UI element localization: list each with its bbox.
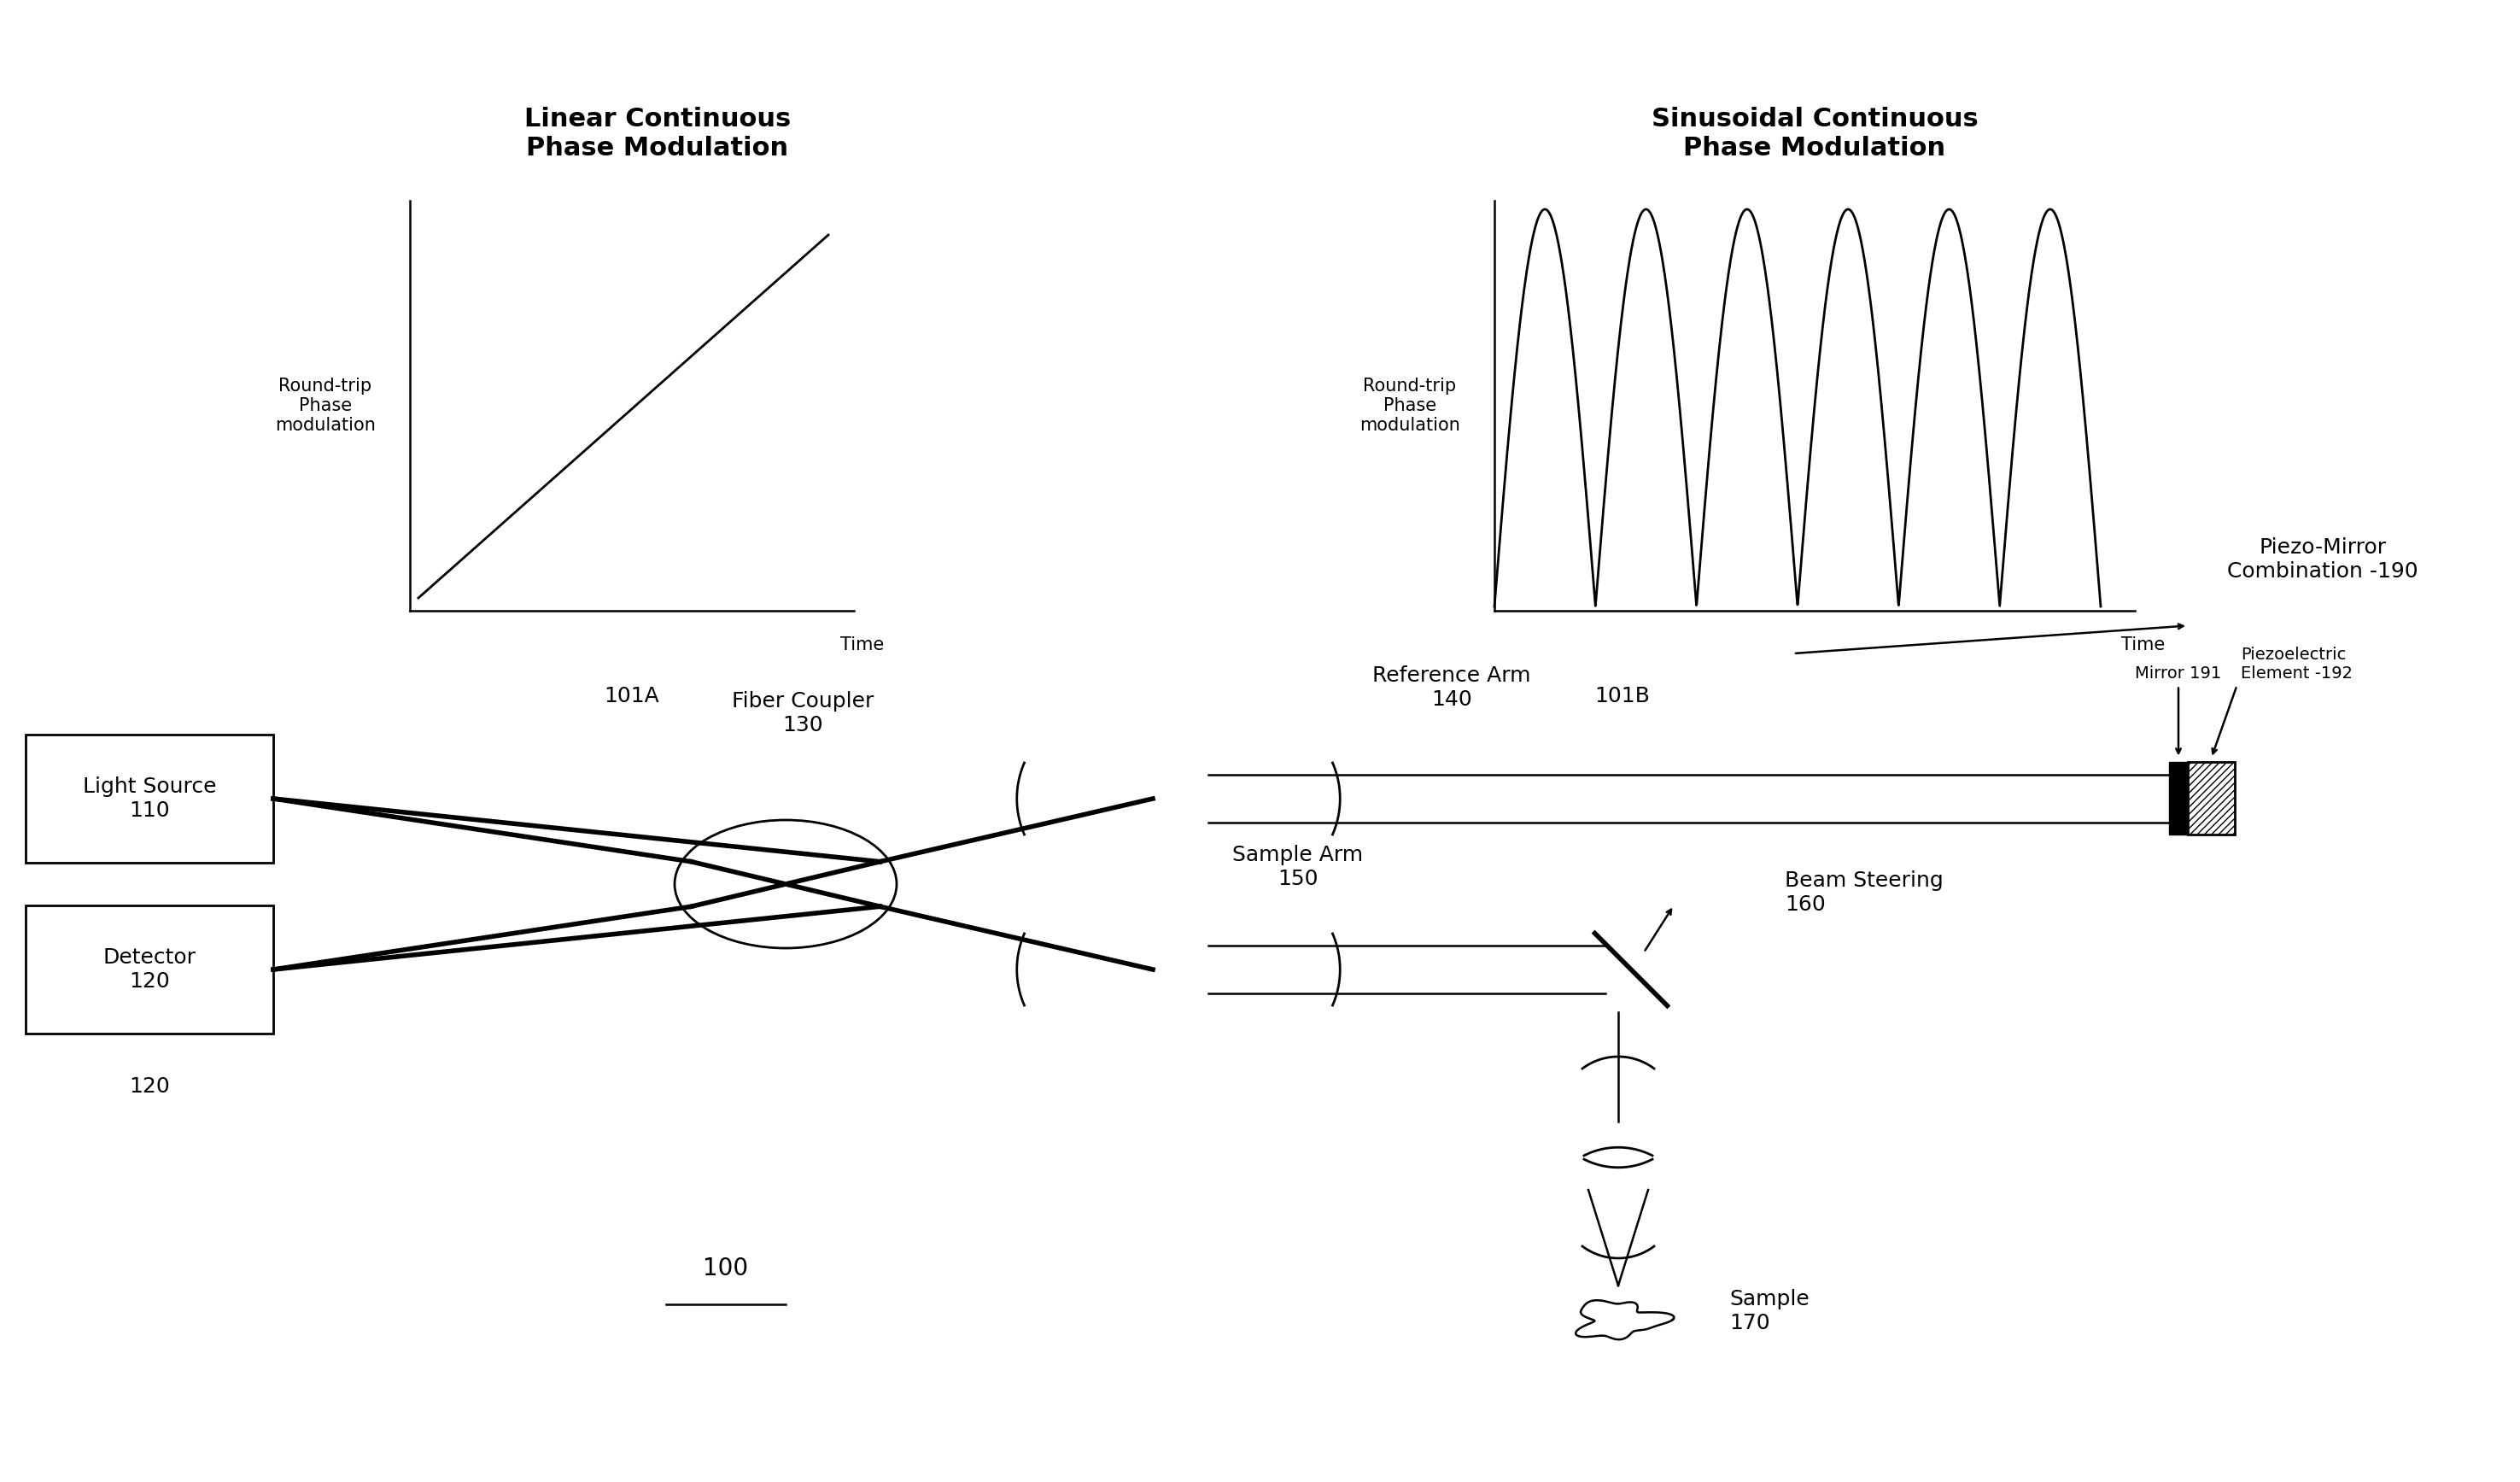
Bar [2187,762,2235,834]
Text: Piezo-Mirror
Combination -190: Piezo-Mirror Combination -190 [2228,538,2419,581]
Text: Beam Steering
160: Beam Steering 160 [1784,870,1943,914]
Text: Round-trip
Phase
modulation: Round-trip Phase modulation [1361,378,1459,434]
Bar [25,735,272,863]
Text: 101B: 101B [1595,686,1651,707]
Text: Reference Arm
140: Reference Arm 140 [1373,665,1532,710]
Text: Light Source
110: Light Source 110 [83,777,217,821]
Bar [2170,762,2187,834]
Text: 120: 120 [129,1076,169,1097]
Text: Round-trip
Phase
modulation: Round-trip Phase modulation [275,378,375,434]
Text: Sample
170: Sample 170 [1729,1289,1809,1334]
Text: Time: Time [2122,636,2165,654]
Text: Piezoelectric
Element -192: Piezoelectric Element -192 [2240,646,2354,682]
Text: Sinusoidal Continuous
Phase Modulation: Sinusoidal Continuous Phase Modulation [1651,107,1978,160]
Text: Detector
120: Detector 120 [103,947,197,991]
Text: 100: 100 [703,1257,748,1280]
Text: Linear Continuous
Phase Modulation: Linear Continuous Phase Modulation [524,107,791,160]
Text: Time: Time [842,636,885,654]
Text: Sample Arm
150: Sample Arm 150 [1232,845,1363,889]
Text: 101A: 101A [605,686,660,707]
Bar [25,906,272,1033]
Text: Fiber Coupler
130: Fiber Coupler 130 [731,691,874,735]
Text: Mirror 191: Mirror 191 [2134,665,2223,682]
